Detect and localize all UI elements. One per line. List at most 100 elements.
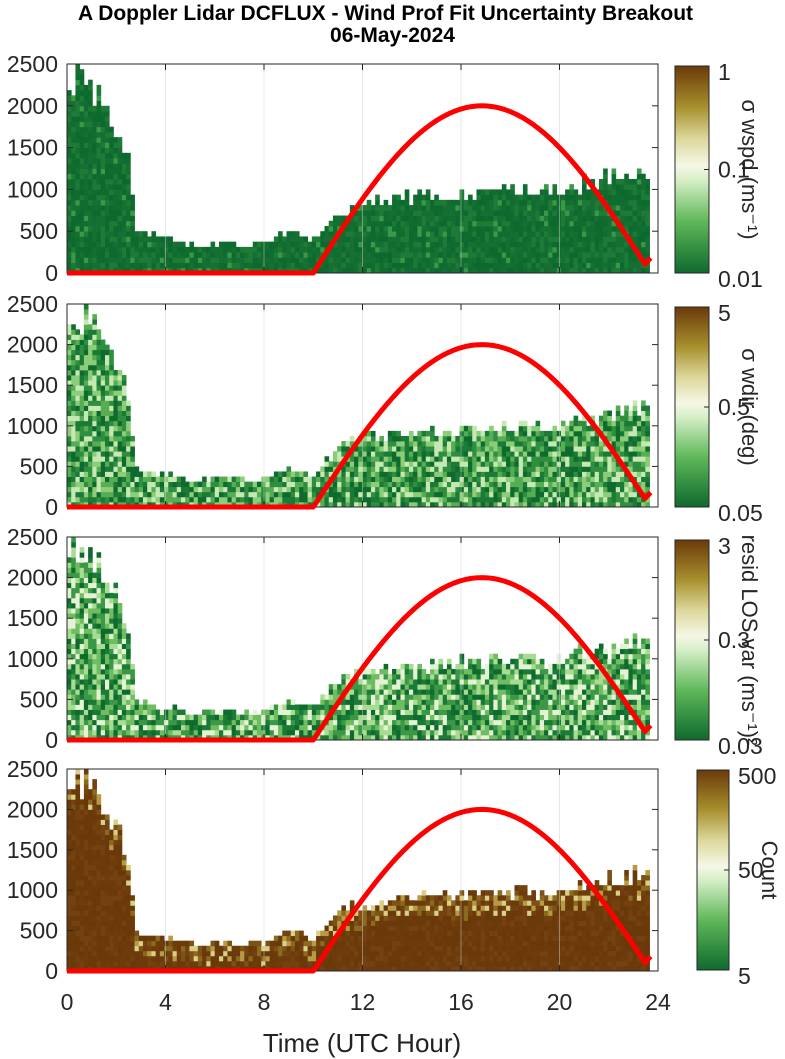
heatmap-cell [164,709,169,716]
heatmap-cell [603,252,608,258]
heatmap-cell [463,441,469,447]
heatmap-cell [607,267,612,274]
heatmap-cell [100,158,106,164]
heatmap-cell [92,189,97,196]
heatmap-cell [615,410,621,417]
heatmap-cell [113,699,119,705]
heatmap-cell [286,491,292,498]
heatmap-cell [375,481,380,488]
heatmap-cell [354,486,359,493]
heatmap-cell [109,131,114,138]
heatmap-cell [560,246,566,253]
heatmap-cell [425,236,431,243]
heatmap-cell [273,476,279,483]
heatmap-cell [379,481,385,488]
heatmap-cell [332,501,338,508]
heatmap-cell [522,481,528,488]
heatmap-cell [79,679,85,685]
heatmap-cell [408,435,414,442]
heatmap-cell [573,215,579,222]
heatmap-cell [455,220,460,227]
heatmap-cell [518,262,524,269]
heatmap-cell [100,252,106,258]
heatmap-cell [455,456,460,462]
heatmap-cell [282,486,287,493]
heatmap-cell [92,225,97,232]
heatmap-cell [265,476,271,483]
heatmap-cell [248,246,254,253]
heatmap-cell [273,481,279,488]
heatmap-cell [611,184,617,190]
heatmap-cell [113,658,119,665]
heatmap-cell [607,252,612,258]
heatmap-cell [522,210,528,216]
heatmap-cell [142,262,148,269]
heatmap-cell [370,241,376,248]
heatmap-cell [476,220,482,227]
heatmap-cell [88,562,93,568]
heatmap-cell [71,189,76,196]
heatmap-cell [586,210,591,216]
heatmap-cell [620,236,625,243]
heatmap-cell [615,446,621,452]
heatmap-cell [560,461,566,467]
heatmap-cell [75,496,81,503]
heatmap-cell [413,194,418,201]
heatmap-cell [223,724,228,731]
heatmap-cell [514,481,520,488]
heatmap-cell [641,246,646,253]
heatmap-cell [366,246,372,253]
heatmap-cell [79,481,85,488]
heatmap-cell [83,304,89,310]
heatmap-cell [476,481,482,488]
heatmap-cell [615,210,621,216]
heatmap-cell [615,184,621,190]
heatmap-cell [459,236,465,243]
heatmap-cell [168,476,173,483]
heatmap-cell [442,210,448,216]
heatmap-cell [573,471,579,477]
heatmap-cell [92,405,97,411]
heatmap-cell [354,501,359,508]
heatmap-cell [484,501,490,508]
heatmap-cell [569,491,574,498]
heatmap-cell [497,262,503,269]
heatmap-cell [611,466,617,472]
heatmap-cell [155,709,161,716]
heatmap-cell [510,441,515,447]
heatmap-cell [159,471,165,477]
heatmap-cell [510,496,515,503]
heatmap-cell [603,236,608,243]
heatmap-cell [645,425,650,432]
heatmap-cell [408,441,414,447]
heatmap-cell [624,456,629,462]
heatmap-cell [256,241,262,248]
heatmap-cell [531,461,536,467]
heatmap-cell [282,729,287,736]
heatmap-cell [518,476,524,483]
heatmap-cell [100,163,106,169]
heatmap-cell [544,491,549,498]
heatmap-cell [71,241,76,248]
heatmap-cell [459,194,465,201]
heatmap-cell [75,572,81,578]
heatmap-cell [109,638,114,644]
heatmap-cell [379,267,385,274]
heatmap-cell [611,241,617,248]
heatmap-cell [430,267,435,274]
heatmap-cell [459,451,465,457]
heatmap-cell [573,252,579,258]
heatmap-cell [172,252,178,258]
heatmap-cell [607,199,612,206]
heatmap-cell [506,210,511,216]
heatmap-cell [569,476,574,483]
heatmap-cell [472,446,477,452]
heatmap-cell [88,375,93,381]
heatmap-cell [366,679,372,685]
heatmap-cell [71,658,76,665]
heatmap-cell [375,225,380,232]
heatmap-cell [96,137,102,143]
heatmap-cell [109,189,114,196]
heatmap-cell [514,220,520,227]
heatmap-cell [628,466,634,472]
